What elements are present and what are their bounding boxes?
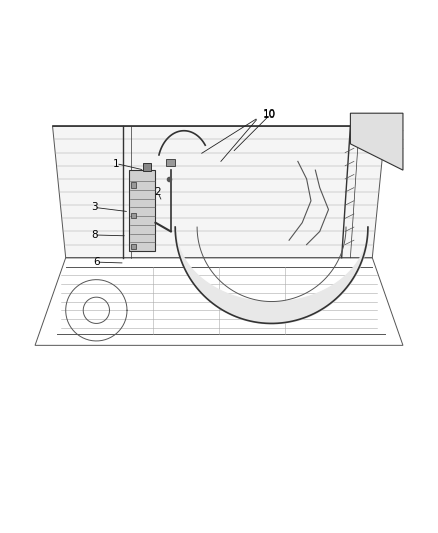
Polygon shape bbox=[53, 126, 385, 258]
Bar bbox=[131, 213, 136, 219]
Bar bbox=[131, 244, 136, 249]
Polygon shape bbox=[350, 113, 403, 170]
Polygon shape bbox=[129, 170, 155, 251]
Text: 1: 1 bbox=[113, 159, 120, 168]
Text: 10: 10 bbox=[263, 109, 276, 119]
Text: 6: 6 bbox=[93, 257, 100, 267]
Bar bbox=[143, 163, 151, 171]
Text: 2: 2 bbox=[154, 187, 161, 197]
Text: 10: 10 bbox=[263, 110, 276, 120]
Bar bbox=[166, 159, 175, 166]
Text: 8: 8 bbox=[91, 230, 98, 240]
Text: 3: 3 bbox=[91, 203, 98, 212]
Bar bbox=[131, 182, 136, 188]
